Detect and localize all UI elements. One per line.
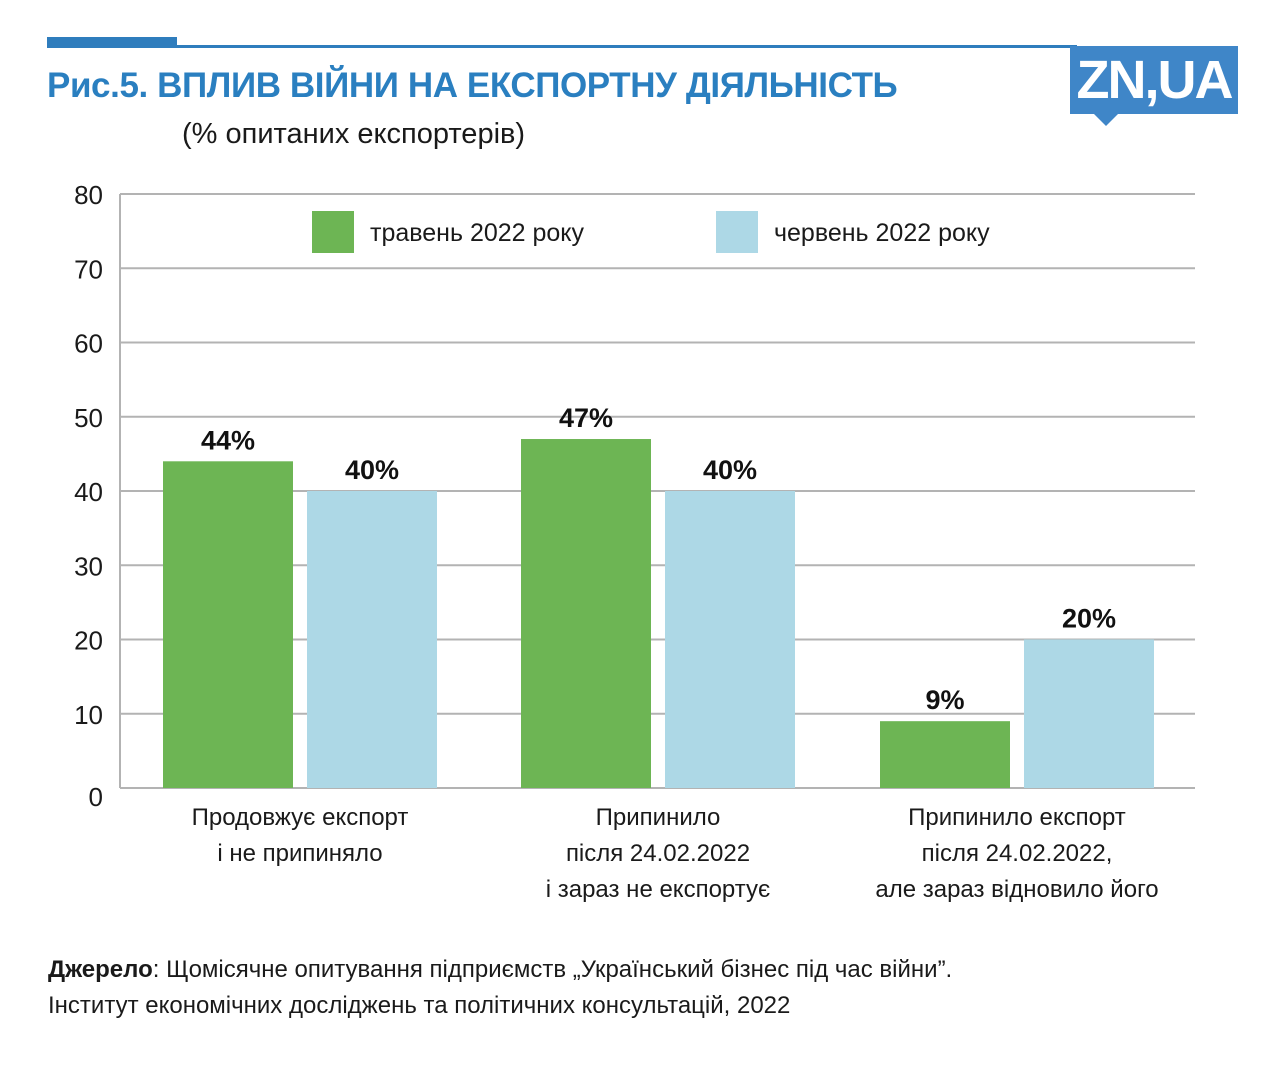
data-label: 9%	[925, 685, 964, 715]
source-note: Джерело: Щомісячне опитування підприємст…	[48, 952, 952, 1024]
y-tick-label: 80	[74, 180, 103, 210]
x-category-label: але зараз відновило його	[875, 876, 1158, 903]
y-tick-label: 20	[74, 626, 103, 656]
data-label: 44%	[201, 425, 255, 455]
data-label: 20%	[1062, 604, 1116, 634]
x-category-label: і не припиняло	[217, 840, 382, 867]
bar-june	[1024, 639, 1154, 788]
y-tick-label: 60	[74, 329, 103, 359]
logo-speech-tail	[1094, 114, 1118, 126]
source-text: : Щомісячне опитування підприємств „Укра…	[152, 956, 953, 983]
bar-june	[665, 491, 795, 788]
data-label: 40%	[703, 455, 757, 485]
x-category-label: після 24.02.2022	[566, 840, 750, 867]
source-line-2: Інститут економічних досліджень та політ…	[48, 992, 791, 1019]
x-category-label: після 24.02.2022,	[922, 840, 1113, 867]
logo-text: ZN,UA	[1076, 50, 1234, 110]
bar-may	[880, 721, 1010, 788]
y-tick-label: 40	[74, 477, 103, 507]
data-labels: 44% 47% 9% 40% 40% 20%	[201, 403, 1116, 715]
bar-chart: 0 10 20 30 40 50 60 70 80 44% 47% 9% 40% 40% 20% Прод…	[74, 180, 1195, 903]
bar-may	[521, 439, 651, 788]
data-label: 47%	[559, 403, 613, 433]
legend: травень 2022 року червень 2022 року	[312, 211, 990, 253]
y-tick-label: 0	[89, 782, 103, 812]
header-rule-accent	[47, 37, 177, 48]
y-axis-ticks: 0 10 20 30 40 50 60 70 80	[74, 180, 103, 812]
logo: ZN,UA	[1070, 46, 1238, 114]
source-label: Джерело	[48, 956, 153, 983]
legend-label: червень 2022 року	[774, 219, 990, 247]
source-line-1: Джерело: Щомісячне опитування підприємст…	[48, 952, 952, 988]
x-category-label: Припинило експорт	[908, 804, 1126, 831]
bars	[163, 439, 1154, 788]
header-rule	[47, 45, 1077, 48]
chart-title: Рис.5. ВПЛИВ ВІЙНИ НА ЕКСПОРТНУ ДІЯЛЬНІС…	[47, 66, 898, 105]
y-tick-label: 30	[74, 551, 103, 581]
y-tick-label: 10	[74, 700, 103, 730]
legend-swatch-june	[716, 211, 758, 253]
data-label: 40%	[345, 455, 399, 485]
y-tick-label: 50	[74, 403, 103, 433]
bar-june	[307, 491, 437, 788]
grid-lines	[119, 193, 1195, 789]
x-category-label: Продовжує експорт	[192, 804, 409, 831]
bar-may	[163, 461, 293, 788]
x-category-label: і зараз не експортує	[546, 876, 771, 903]
y-tick-label: 70	[74, 254, 103, 284]
legend-label: травень 2022 року	[370, 219, 585, 247]
x-axis-labels: Продовжує експорт і не припиняло Припинило…	[192, 804, 1159, 903]
legend-swatch-may	[312, 211, 354, 253]
chart-subtitle: (% опитаних експортерів)	[182, 118, 526, 150]
x-category-label: Припинило	[596, 804, 721, 831]
